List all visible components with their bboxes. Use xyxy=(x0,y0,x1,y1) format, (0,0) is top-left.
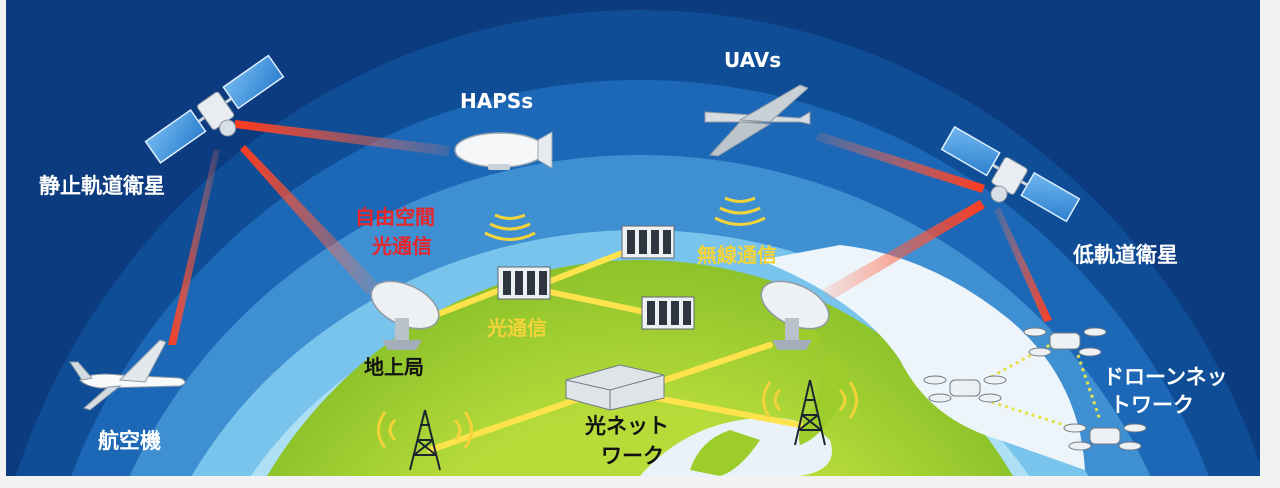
geo-satellite-icon xyxy=(144,54,285,164)
server-rack-icon xyxy=(497,266,551,300)
optical-links xyxy=(407,247,803,453)
label-haps: HAPSs xyxy=(460,89,533,113)
data-center-icon xyxy=(565,364,665,411)
label-wireless: 無線通信 xyxy=(697,243,777,267)
airship-icon xyxy=(454,131,553,170)
laser-geo-aircraft xyxy=(168,150,220,345)
drone-icon-3 xyxy=(1063,423,1147,451)
drone-icon-2 xyxy=(923,375,1007,403)
label-leo-satellite: 低軌道衛星 xyxy=(1072,243,1178,267)
radio-tower-icon xyxy=(409,409,441,471)
label-aircraft: 航空機 xyxy=(98,429,161,453)
drone-links xyxy=(984,343,1102,432)
server-rack-icon-2 xyxy=(621,225,675,259)
laser-uav-leo xyxy=(815,132,985,193)
label-drone-network-line2: トワーク xyxy=(1110,393,1194,417)
leo-satellite-icon xyxy=(940,125,1081,223)
laser-leo-drone xyxy=(994,208,1052,322)
label-fso-line2: 光通信 xyxy=(371,234,432,258)
server-rack-icon-3 xyxy=(641,296,695,330)
laser-geo-station xyxy=(240,145,380,295)
label-drone-network-line1: ドローンネッ xyxy=(1103,365,1228,389)
drone-icon xyxy=(1023,327,1107,357)
labels: 静止軌道衛星 HAPSs UAVs 低軌道衛星 自由空間 光通信 無線通信 光通… xyxy=(39,48,1228,468)
label-geo-satellite: 静止軌道衛星 xyxy=(39,174,165,198)
wireless-wave-icon xyxy=(377,196,858,449)
label-fso-line1: 自由空間 xyxy=(355,205,435,229)
laser-geo-haps xyxy=(235,120,450,156)
radio-tower-icon-2 xyxy=(794,379,826,446)
label-ground-station: 地上局 xyxy=(364,355,424,379)
label-optical-network-line2: ワーク xyxy=(601,444,664,468)
label-optical-network-line1: 光ネット xyxy=(584,414,669,438)
label-uavs: UAVs xyxy=(724,48,781,72)
dish-antenna-icon xyxy=(370,280,440,350)
laser-links xyxy=(168,120,1052,345)
label-optical: 光通信 xyxy=(486,316,547,340)
airplane-icon xyxy=(69,339,186,411)
dish-antenna-icon-2 xyxy=(760,280,830,350)
uav-icon xyxy=(704,84,811,157)
laser-leo-station xyxy=(822,200,985,300)
